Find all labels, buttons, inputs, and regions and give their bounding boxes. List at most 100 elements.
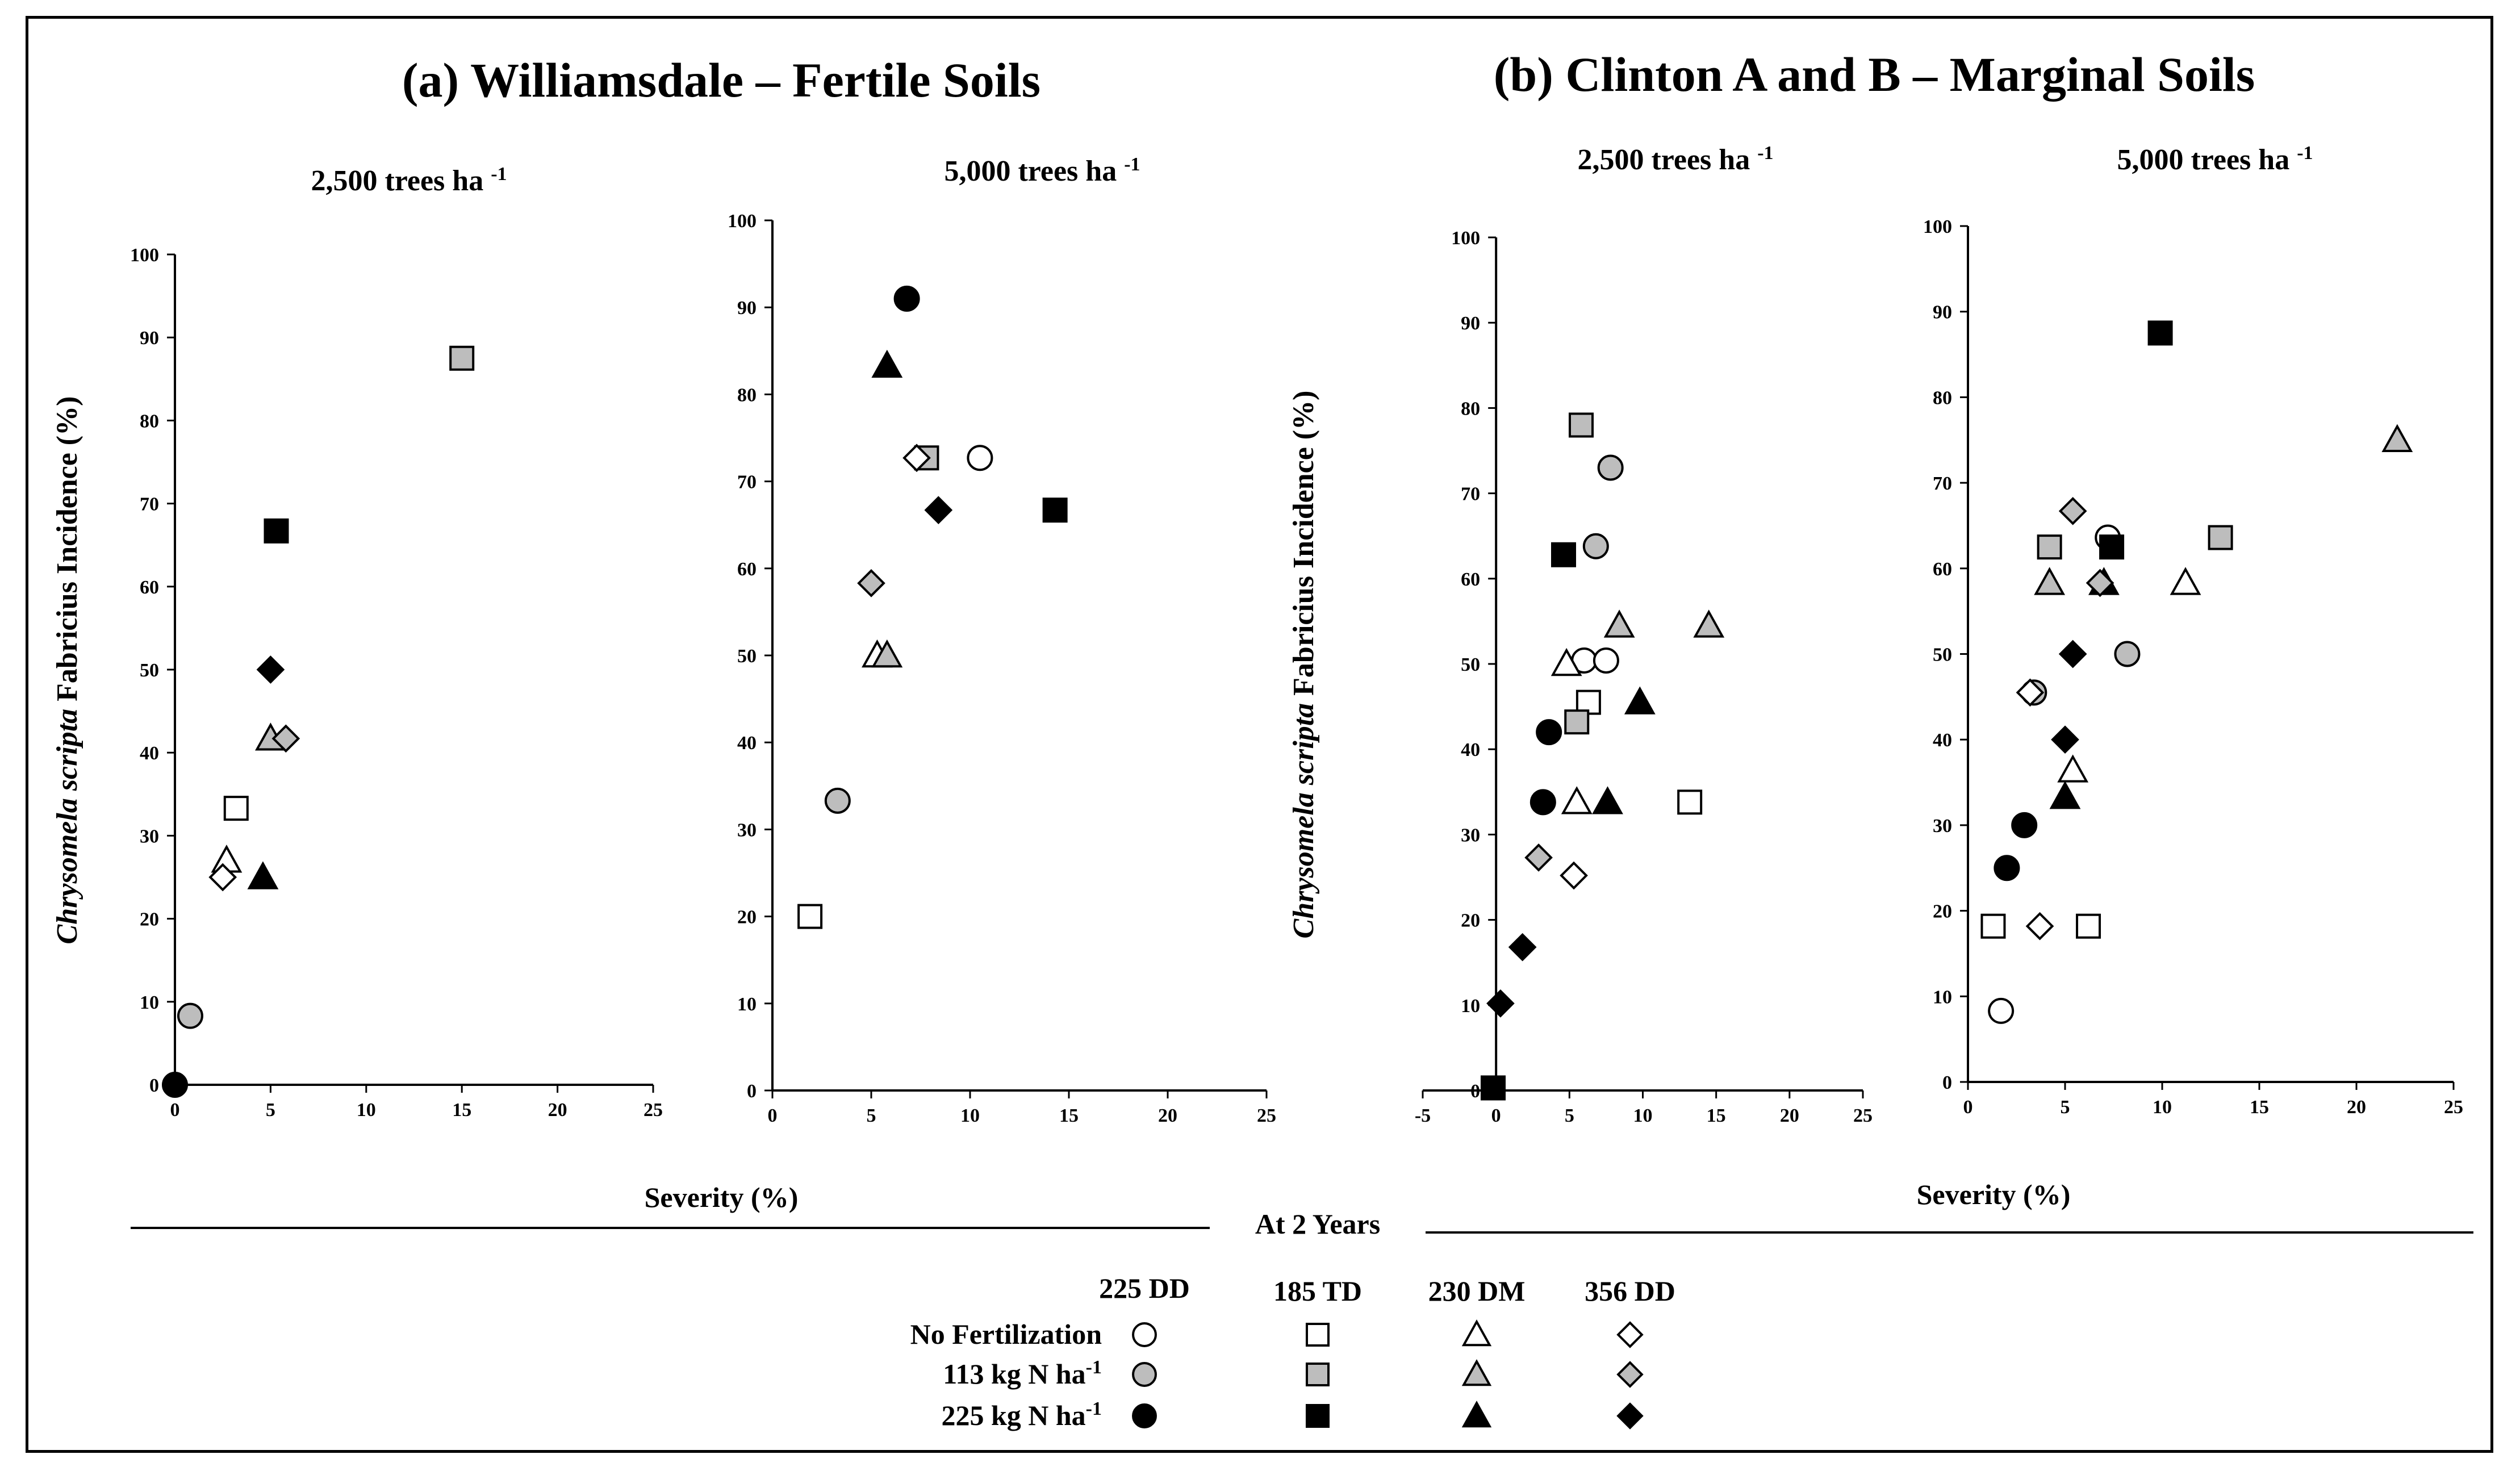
x-tick-label: 20 xyxy=(2347,1097,2366,1118)
data-point-square xyxy=(264,518,289,544)
y-tick-label: 90 xyxy=(140,328,159,349)
title-b: (b) Clinton A and B – Marginal Soils xyxy=(1494,47,2255,102)
y-tick-label: 90 xyxy=(1461,313,1480,334)
data-point-diamond xyxy=(2058,497,2087,525)
data-point-diamond xyxy=(2016,678,2045,707)
y-axis-label-species: Chrysomela scripta xyxy=(1288,703,1320,939)
panel-title-superscript: -1 xyxy=(1757,143,1773,164)
data-point-diamond xyxy=(1524,843,1553,872)
x-tick-label: 20 xyxy=(1780,1105,1799,1126)
y-tick-label: 0 xyxy=(1470,1081,1480,1102)
x-axis-label-a: Severity (%) xyxy=(645,1181,799,1213)
data-point-circle xyxy=(1597,454,1624,481)
legend-marker-circle xyxy=(1132,1362,1157,1387)
y-tick-label: 0 xyxy=(1942,1072,1952,1093)
data-point-square xyxy=(2208,525,2233,550)
data-point-square xyxy=(1481,1075,1506,1101)
y-tick-label: 50 xyxy=(1933,645,1952,666)
panel-title-superscript: -1 xyxy=(1124,154,1140,175)
data-point-triangle xyxy=(2381,424,2413,452)
x-tick-label: 0 xyxy=(170,1100,180,1121)
x-tick-label: 10 xyxy=(2153,1097,2172,1118)
panel-title: 5,000 trees ha -1 xyxy=(2117,143,2313,176)
data-point-square xyxy=(223,796,249,821)
data-point-diamond xyxy=(1508,933,1537,962)
data-point-circle xyxy=(2011,812,2038,838)
y-tick-label: 10 xyxy=(1933,987,1952,1008)
legend-treatment-1: No Fertilization xyxy=(910,1318,1102,1350)
data-point-square xyxy=(1980,913,2006,939)
legend-marker-triangle xyxy=(1461,1319,1492,1347)
x-tick-label: -5 xyxy=(1415,1105,1431,1126)
y-tick-label: 20 xyxy=(140,909,159,930)
legend-marker-triangle xyxy=(1461,1359,1492,1386)
legend-marker-circle xyxy=(1132,1322,1157,1347)
legend-marker-square xyxy=(1306,1404,1330,1428)
x-tick-label: 20 xyxy=(1158,1105,1177,1126)
data-point-triangle xyxy=(1592,786,1623,814)
data-point-diamond xyxy=(1560,861,1588,890)
y-tick-label: 60 xyxy=(1461,569,1480,590)
x-tick-label: 0 xyxy=(1491,1105,1501,1126)
legend-marker-square xyxy=(1306,1363,1330,1386)
data-point-diamond xyxy=(208,863,237,892)
panel-title-text: 5,000 trees ha xyxy=(944,155,1124,187)
y-tick-label: 70 xyxy=(1461,484,1480,505)
y-tick-label: 20 xyxy=(1933,901,1952,922)
data-point-circle xyxy=(1994,855,2020,881)
data-point-circle xyxy=(1582,533,1609,559)
y-axis-label-species: Chrysomela scripta xyxy=(51,709,83,945)
x-tick-label: 10 xyxy=(357,1100,376,1121)
y-tick-label: 20 xyxy=(1461,910,1480,931)
y-tick-label: 50 xyxy=(140,660,159,681)
x-tick-label: 5 xyxy=(266,1100,275,1121)
y-tick-label: 80 xyxy=(1461,398,1480,419)
y-tick-label: 60 xyxy=(140,577,159,598)
data-point-square xyxy=(1551,542,1576,567)
y-tick-label: 50 xyxy=(737,646,757,667)
data-point-diamond xyxy=(1486,989,1515,1018)
data-point-circle xyxy=(893,285,920,312)
figure-frame xyxy=(26,16,2493,1453)
data-point-square xyxy=(449,345,475,371)
data-point-square xyxy=(2099,534,2125,560)
x-tick-label: 15 xyxy=(2250,1097,2269,1118)
data-point-circle xyxy=(824,787,851,814)
y-tick-label: 90 xyxy=(1933,302,1952,323)
data-point-circle xyxy=(177,1002,203,1029)
x-tick-label: 25 xyxy=(2444,1097,2463,1118)
data-point-diamond xyxy=(2086,569,2114,597)
y-tick-label: 80 xyxy=(140,411,159,432)
data-point-square xyxy=(2037,534,2062,560)
legend-marker-diamond xyxy=(1616,1361,1644,1388)
data-point-triangle xyxy=(247,861,279,889)
data-point-triangle xyxy=(2034,567,2066,595)
y-tick-label: 60 xyxy=(737,559,757,580)
y-tick-label: 20 xyxy=(737,907,757,928)
legend-treatment-superscript: -1 xyxy=(1086,1357,1102,1378)
x-tick-label: 25 xyxy=(1853,1105,1873,1126)
y-tick-label: 100 xyxy=(1923,216,1952,237)
data-point-square xyxy=(1564,709,1590,735)
data-point-triangle xyxy=(871,639,903,668)
data-point-square xyxy=(2147,320,2173,346)
y-tick-label: 60 xyxy=(1933,559,1952,580)
data-point-triangle xyxy=(2170,567,2201,595)
data-point-diamond xyxy=(2058,640,2087,668)
y-tick-label: 40 xyxy=(140,743,159,764)
y-tick-label: 70 xyxy=(140,494,159,515)
panel-title-text: 2,500 trees ha xyxy=(311,165,491,197)
legend-treatment-2: 113 kg N ha-1 xyxy=(943,1357,1102,1390)
y-tick-label: 0 xyxy=(747,1081,757,1102)
y-tick-label: 0 xyxy=(149,1075,159,1096)
x-tick-label: 5 xyxy=(867,1105,876,1126)
y-tick-label: 30 xyxy=(140,826,159,847)
data-point-diamond xyxy=(256,655,285,684)
y-tick-label: 30 xyxy=(1933,816,1952,837)
data-point-triangle xyxy=(2057,754,2089,783)
legend-clone-1: 225 DD xyxy=(1099,1272,1190,1304)
y-tick-label: 10 xyxy=(1461,996,1480,1017)
data-point-circle xyxy=(162,1072,188,1098)
data-point-diamond xyxy=(902,444,931,473)
